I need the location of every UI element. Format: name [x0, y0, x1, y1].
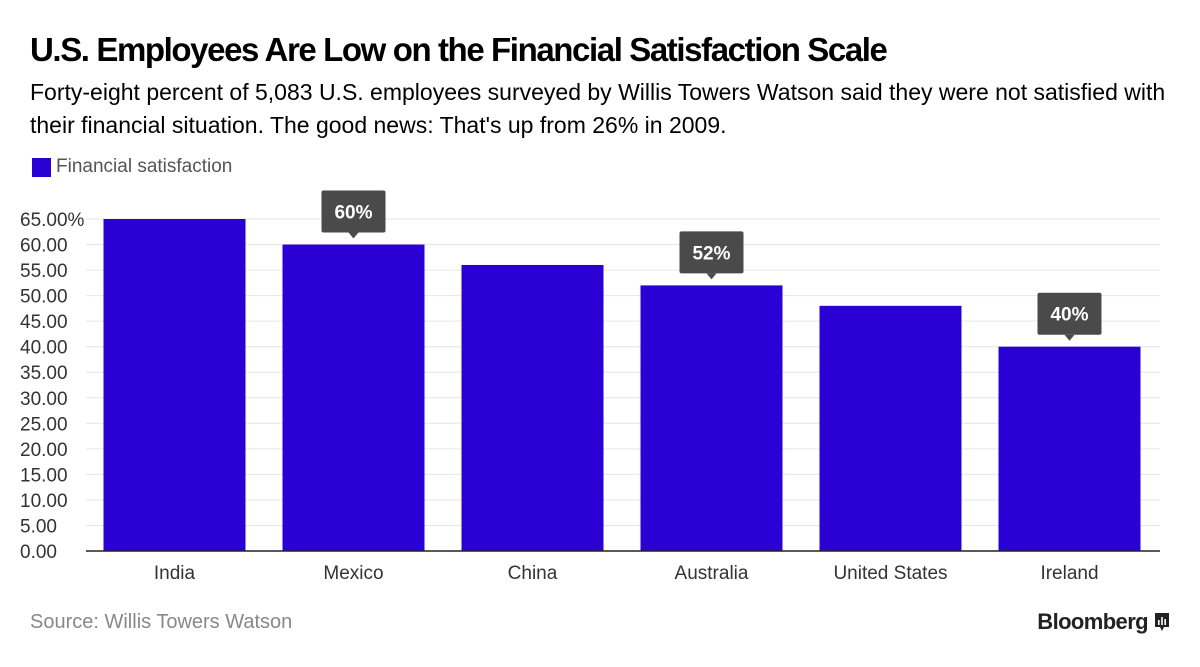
y-tick-label: 20.00 — [20, 440, 68, 461]
y-tick-label: 10.00 — [20, 491, 68, 512]
callout-pointer — [706, 273, 717, 280]
legend: Financial satisfaction — [32, 156, 232, 178]
callout-box — [1037, 292, 1102, 335]
x-tick-label: United States — [833, 563, 947, 584]
bar — [103, 219, 246, 551]
source-note: Source: Willis Towers Watson — [30, 611, 293, 633]
y-tick-label: 15.00 — [20, 465, 68, 486]
y-tick-label: 60.00 — [20, 236, 68, 257]
y-tick-label: 55.00 — [20, 261, 68, 282]
y-tick-label: 35.00 — [20, 363, 68, 384]
brand-logo-text: Bloomberg — [1037, 609, 1148, 634]
callout-label: 60% — [334, 203, 372, 224]
y-tick-label: 45.00 — [20, 312, 68, 333]
callout-label: 52% — [692, 243, 730, 264]
y-tick-label: 40.00 — [20, 338, 68, 359]
legend-label: Financial satisfaction — [56, 156, 233, 177]
x-tick-label: Mexico — [323, 563, 383, 584]
y-tick-label: 0.00 — [20, 542, 57, 563]
x-tick-label: China — [508, 563, 558, 584]
bloomberg-chart-icon — [1155, 613, 1169, 631]
chart-title: U.S. Employees Are Low on the Financial … — [30, 31, 888, 68]
bar — [461, 264, 604, 551]
callout-pointer — [1064, 334, 1075, 341]
y-tick-label: 25.00 — [20, 414, 68, 435]
legend-swatch — [32, 157, 51, 177]
callout-box — [321, 190, 386, 233]
y-tick-label: 5.00 — [20, 516, 57, 537]
bar — [640, 285, 783, 551]
bar — [819, 305, 962, 551]
callout-box — [679, 231, 744, 274]
x-tick-label: Australia — [675, 563, 749, 584]
y-tick-label: 30.00 — [20, 389, 68, 410]
bar — [998, 346, 1141, 551]
y-tick-label: 50.00 — [20, 287, 68, 308]
brand: Bloomberg — [1037, 609, 1170, 635]
callout-pointer — [348, 232, 359, 239]
x-tick-label: India — [154, 563, 196, 584]
bar — [282, 244, 425, 552]
x-tick-label: Ireland — [1040, 563, 1098, 584]
y-tick-label: 65.00% — [20, 210, 85, 231]
callout-label: 40% — [1050, 305, 1088, 326]
chart-subtitle: Forty-eight percent of 5,083 U.S. employ… — [30, 79, 1166, 138]
